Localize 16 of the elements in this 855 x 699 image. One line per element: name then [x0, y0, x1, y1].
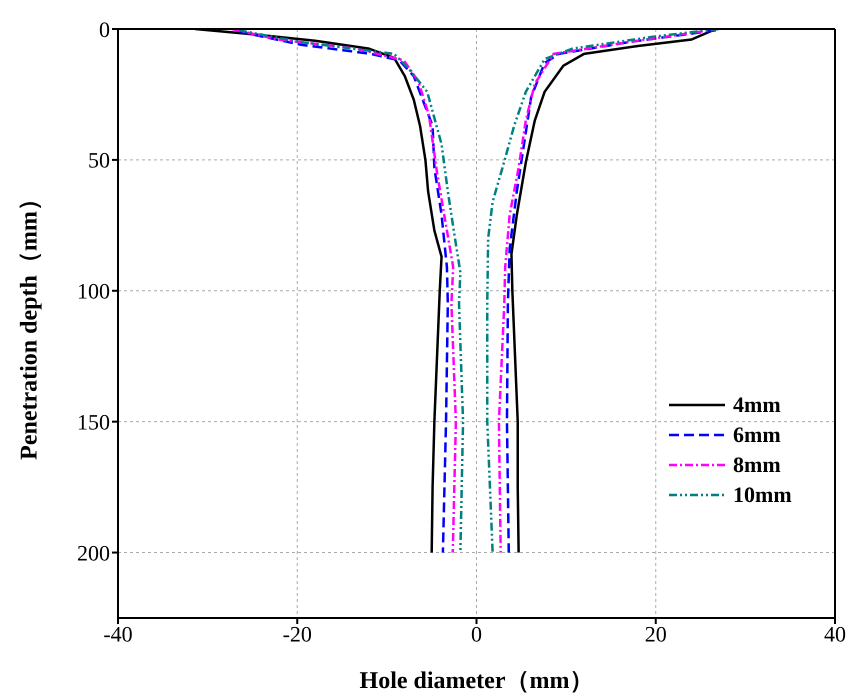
legend-label: 8mm	[733, 452, 781, 478]
x-tick-label: -40	[103, 622, 133, 647]
legend-label: 10mm	[733, 482, 792, 508]
legend-label: 4mm	[733, 392, 781, 418]
y-tick-label: 50	[88, 148, 110, 173]
y-axis-title: Penetration depth（mm）	[16, 187, 43, 460]
y-tick-label: 0	[99, 16, 110, 42]
y-tick-label: 150	[77, 409, 110, 434]
y-tick-label: 200	[77, 540, 110, 566]
y-tick-label: 100	[77, 278, 110, 304]
x-tick-label: 0	[471, 622, 482, 647]
x-tick-label: 40	[824, 622, 846, 647]
x-axis-title: Hole diameter（mm）	[360, 668, 594, 694]
x-tick-label: -20	[282, 622, 312, 647]
x-tick-label: 20	[644, 622, 667, 647]
legend-label: 6mm	[733, 422, 781, 448]
